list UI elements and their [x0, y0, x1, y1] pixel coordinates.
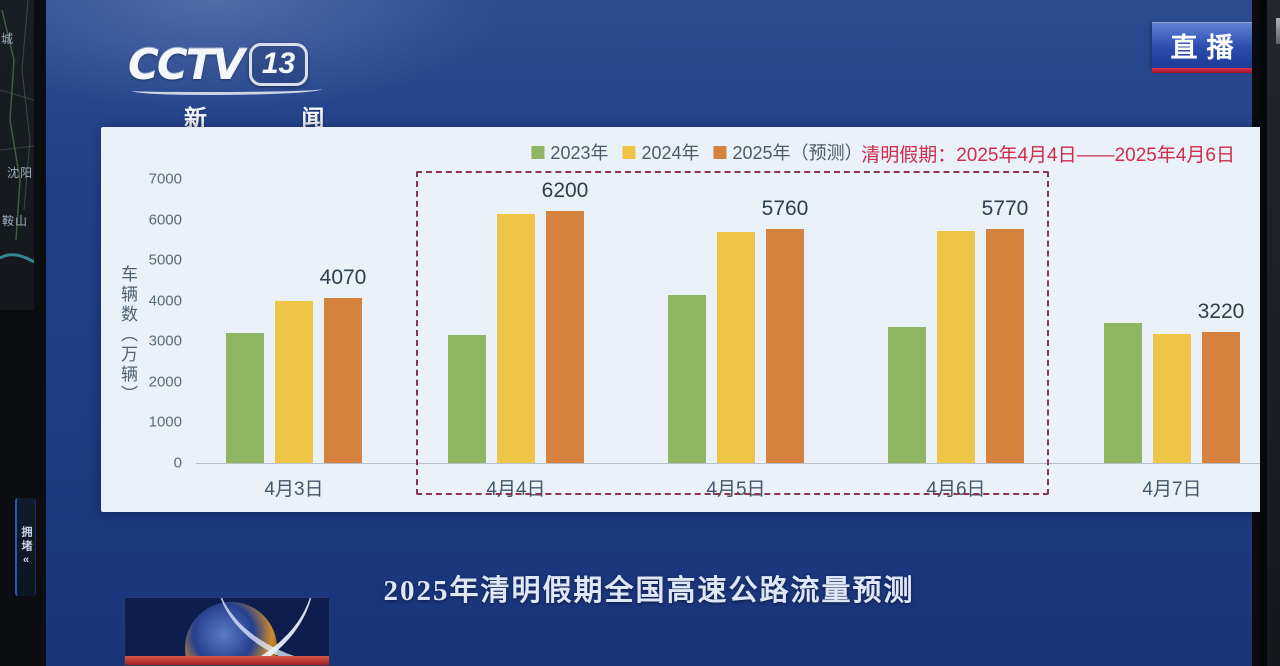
legend-label: 2025年（预测） — [732, 143, 863, 163]
map-label: 鞍山 — [2, 214, 29, 228]
left-adjacent-screen: 城 沈阳 鞍山 拥堵« — [0, 0, 46, 666]
red-bar-graphic — [125, 656, 329, 665]
legend-swatch-icon — [713, 145, 727, 159]
live-badge: 直播 — [1152, 22, 1252, 73]
legend-item: 2025年（预测） — [713, 139, 863, 165]
y-axis-tick-label: 2000 — [148, 373, 182, 391]
bar-value-label: 4070 — [319, 265, 367, 289]
y-axis-tick-label: 0 — [173, 454, 182, 472]
traffic-forecast-chart: 2023年 2024年 2025年（预测） 清明假期：2025年4月4日——2025… — [101, 127, 1280, 512]
collapse-chevron-icon: « — [20, 553, 32, 569]
bar-value-label: 6200 — [541, 179, 589, 203]
bar-group-4月6日: 5770 4月6日 — [888, 180, 1028, 500]
live-badge-label: 直播 — [1170, 33, 1243, 63]
logo-swoosh-line — [132, 85, 322, 95]
legend-label: 2023年 — [550, 143, 609, 163]
x-axis-label: 4月7日 — [1142, 479, 1202, 500]
bar-2025年（预测）-4月7日 — [1202, 332, 1240, 463]
y-axis-tick-label: 7000 — [148, 170, 182, 188]
y-axis-tick-label: 3000 — [148, 332, 182, 350]
bar-2025年（预测）-4月4日 — [546, 211, 584, 463]
bar-group-4月5日: 5760 4月5日 — [668, 180, 808, 500]
chart-legend: 2023年 2024年 2025年（预测） — [531, 139, 863, 165]
y-axis-tick-label: 6000 — [148, 211, 182, 229]
bar-2025年（预测）-4月5日 — [766, 229, 804, 463]
bar-2025年（预测）-4月3日 — [324, 297, 362, 463]
bar-2023年-4月5日 — [668, 294, 706, 463]
chart-headline-title: 2025年清明假期全国高速公路流量预测 — [383, 575, 915, 607]
channel-subtitle: 新 闻 — [184, 105, 369, 131]
adjacent-screen-logo-fragment — [1276, 18, 1280, 44]
bar-group-4月4日: 6200 4月4日 — [448, 179, 588, 500]
map-label: 城 — [1, 32, 15, 46]
holiday-annotation: 清明假期：2025年4月4日——2025年4月6日 — [861, 145, 1235, 166]
congestion-tab-label: 拥堵 — [20, 525, 32, 554]
x-axis-label: 4月3日 — [264, 479, 324, 500]
cctv-logo-text: CCTV — [128, 40, 245, 89]
legend-item: 2023年 — [531, 139, 608, 165]
legend-item: 2024年 — [622, 139, 700, 165]
bar-2024年-4月4日 — [497, 213, 535, 463]
right-adjacent-screen — [1260, 0, 1280, 666]
congestion-side-tab[interactable]: 拥堵« — [15, 498, 36, 596]
news-intro-graphic — [124, 597, 330, 666]
y-axis-tick-label: 4000 — [148, 292, 182, 310]
traffic-map-thumbnail: 城 沈阳 鞍山 — [0, 0, 34, 310]
bar-2024年-4月3日 — [275, 300, 313, 463]
y-axis-tick-label: 5000 — [148, 251, 182, 269]
cctv13-logo: CCTV 13 新 闻 — [128, 40, 368, 133]
bar-2023年-4月6日 — [888, 327, 926, 463]
x-axis-label: 4月5日 — [706, 479, 766, 500]
tv-screen: CCTV 13 新 闻 直播 2023年 2024年 2025年（预测） 清明假期：… — [46, 0, 1280, 666]
y-axis-tick-label: 1000 — [148, 413, 182, 431]
bar-2024年-4月5日 — [717, 231, 755, 463]
legend-label: 2024年 — [641, 143, 700, 163]
bar-2023年-4月7日 — [1104, 323, 1142, 463]
bar-group-4月7日: 3220 4月7日 — [1104, 180, 1244, 500]
map-label: 沈阳 — [7, 166, 34, 180]
x-axis-label: 4月6日 — [926, 479, 986, 500]
bar-value-label: 3220 — [1197, 300, 1245, 324]
legend-swatch-icon — [622, 145, 636, 159]
bar-2024年-4月6日 — [937, 230, 975, 463]
bar-2023年-4月3日 — [226, 333, 264, 463]
bar-2025年（预测）-4月6日 — [986, 228, 1024, 463]
bar-2023年-4月4日 — [448, 335, 486, 463]
plot-area: 0 1000 2000 3000 4000 5000 6000 7000 4070 4月3日 620… — [149, 171, 1280, 500]
bar-value-label: 5760 — [761, 197, 809, 221]
x-axis-label: 4月4日 — [486, 479, 546, 500]
bar-group-4月3日: 4070 4月3日 — [226, 180, 366, 500]
y-axis-title: 车辆数（万辆） — [118, 265, 137, 405]
channel-number-badge: 13 — [248, 43, 309, 86]
bar-2024年-4月7日 — [1153, 333, 1191, 463]
legend-swatch-icon — [531, 145, 545, 159]
bar-value-label: 5770 — [981, 196, 1029, 220]
map-roads-graphic — [0, 0, 34, 264]
